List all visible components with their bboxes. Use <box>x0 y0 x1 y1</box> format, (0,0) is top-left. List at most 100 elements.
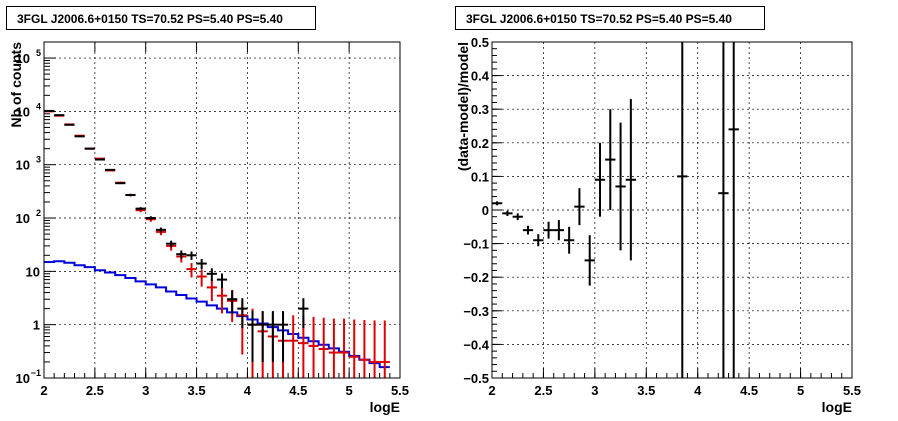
left-x-tick-label: 5.5 <box>391 383 409 398</box>
right-x-tick-label: 4.5 <box>740 383 758 398</box>
red-data-point <box>186 263 197 278</box>
red-data-point <box>359 320 370 378</box>
black-data-point <box>196 259 207 270</box>
red-data-point <box>379 320 390 378</box>
black-data-point <box>176 250 187 259</box>
right-y-tick-label: 0.2 <box>471 136 489 151</box>
red-data-point <box>216 285 228 314</box>
black-data-point <box>155 227 167 233</box>
right-y-tick-label: −0.3 <box>463 304 489 319</box>
right-y-axis-label: (data-model)/model <box>455 42 471 171</box>
residual-point <box>522 225 534 235</box>
left-y-tick-label: 10 <box>16 211 30 226</box>
black-data-point <box>298 298 309 328</box>
left-y-tick-label: 10 <box>26 264 40 279</box>
residual-point <box>605 109 616 210</box>
right-y-tick-label: −0.5 <box>463 371 489 386</box>
red-data-point <box>369 320 380 378</box>
black-data-point <box>257 311 268 362</box>
right-y-tick-label: −0.4 <box>463 337 489 352</box>
black-data-point <box>145 216 156 220</box>
right-y-tick-label: 0 <box>482 203 489 218</box>
right-x-tick-label: 3.5 <box>637 383 655 398</box>
left-x-tick-label: 2.5 <box>86 383 104 398</box>
residual-point <box>625 99 636 261</box>
black-data-point <box>216 273 228 288</box>
residual-point <box>574 188 585 226</box>
right-x-tick-label: 3 <box>591 383 598 398</box>
red-data-point <box>318 317 329 378</box>
right-y-tick-label: −0.1 <box>463 237 489 252</box>
left-y-tick-exponent: −1 <box>31 368 41 378</box>
right-x-tick-label: 4 <box>694 383 702 398</box>
black-data-point <box>277 311 289 362</box>
left-y-tick-label: 10 <box>16 371 30 386</box>
left-x-tick-label: 5 <box>346 383 353 398</box>
black-data-point <box>186 251 197 260</box>
left-plot-frame <box>43 41 401 379</box>
black-data-point <box>135 207 146 211</box>
left-x-tick-label: 2 <box>40 383 47 398</box>
left-y-tick-exponent: 3 <box>36 155 41 165</box>
residual-point <box>512 213 523 221</box>
left-y-tick-label: 1 <box>33 318 40 333</box>
red-data-point <box>349 319 360 378</box>
residual-point <box>677 42 688 378</box>
right-x-tick-label: 5.5 <box>843 383 861 398</box>
right-x-axis-label: logE <box>822 399 852 415</box>
left-y-tick-label: 10 <box>16 104 30 119</box>
residual-point <box>728 42 739 378</box>
right-x-tick-label: 5 <box>797 383 804 398</box>
left-x-tick-label: 3.5 <box>188 383 206 398</box>
residual-point <box>584 235 595 286</box>
residual-point <box>718 42 729 378</box>
black-data-point <box>105 168 116 171</box>
right-y-tick-label: 0.5 <box>471 35 489 50</box>
black-data-point <box>206 268 217 281</box>
residual-point <box>502 210 513 217</box>
left-plot-title: 3FGL J2006.6+0150 TS=70.52 PS=5.40 PS=5.… <box>6 6 316 30</box>
black-data-point <box>74 135 85 138</box>
residual-point <box>543 221 554 239</box>
black-data-point <box>237 298 248 328</box>
red-data-point <box>288 315 299 378</box>
left-y-tick-label: 10 <box>16 158 30 173</box>
black-data-point <box>267 311 278 362</box>
right-y-tick-label: 0.4 <box>471 69 490 84</box>
right-plot-title: 3FGL J2006.6+0150 TS=70.52 PS=5.40 PS=5.… <box>455 6 765 30</box>
left-y-tick-exponent: 4 <box>36 101 41 111</box>
black-data-point <box>84 147 95 150</box>
right-x-tick-label: 2.5 <box>534 383 552 398</box>
residual-point <box>533 234 544 247</box>
residual-point <box>564 226 575 254</box>
red-data-point <box>308 316 319 378</box>
left-y-tick-label: 10 <box>16 51 30 66</box>
black-data-point <box>115 182 126 185</box>
left-x-tick-label: 3 <box>142 383 149 398</box>
black-data-point <box>247 311 258 362</box>
black-data-point <box>166 240 177 248</box>
red-data-point <box>196 269 207 287</box>
right-x-tick-label: 2 <box>488 383 495 398</box>
left-y-axis-label: Nb of counts <box>8 42 24 128</box>
left-x-tick-label: 4.5 <box>289 383 307 398</box>
black-data-point <box>227 290 238 314</box>
residual-point <box>615 122 626 251</box>
black-data-point <box>94 158 106 161</box>
right-y-tick-label: −0.2 <box>463 270 489 285</box>
left-y-tick-exponent: 2 <box>36 208 41 218</box>
model-histogram-line <box>44 260 390 369</box>
red-data-point <box>328 318 339 378</box>
left-plot-area <box>44 42 400 378</box>
right-y-tick-label: 0.1 <box>471 169 489 184</box>
right-y-tick-label: 0.3 <box>471 102 489 117</box>
red-data-point <box>206 278 217 302</box>
left-x-tick-label: 4 <box>244 383 252 398</box>
black-data-point <box>125 193 136 197</box>
left-y-tick-exponent: 5 <box>36 48 41 58</box>
left-x-axis-label: logE <box>370 399 400 415</box>
residual-point <box>553 220 564 241</box>
red-data-point <box>338 318 350 378</box>
residual-point <box>594 142 606 217</box>
